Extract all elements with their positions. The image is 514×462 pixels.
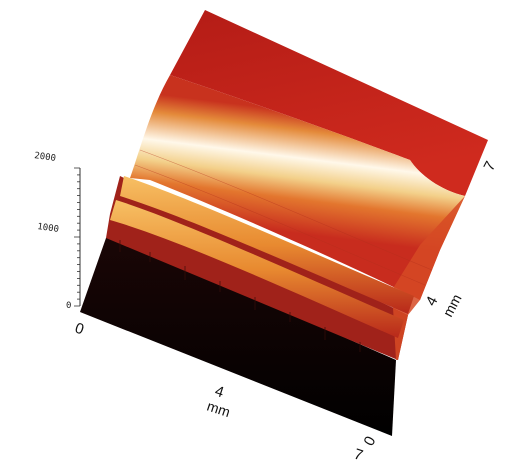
z-axis: 2000 1000 0 xyxy=(34,151,81,311)
z-tick-label-1000: 1000 xyxy=(37,222,60,235)
z-tick-label-2000: 2000 xyxy=(34,151,57,164)
x-axis-label: mm xyxy=(205,398,232,420)
y-tick-label-4: 4 xyxy=(423,294,442,309)
y-tick-label-0: 0 xyxy=(361,434,380,449)
z-tick-label-0: 0 xyxy=(66,301,71,311)
x-axis: 0 4 mm 7 xyxy=(73,320,365,462)
surface-floor xyxy=(80,238,396,436)
surface-ramp xyxy=(130,75,465,300)
surface-plateau xyxy=(170,10,488,196)
x-tick-label-0: 0 xyxy=(73,320,86,339)
y-axis-label: mm xyxy=(440,291,465,319)
floor-spikes xyxy=(119,240,361,352)
surface-side-wall xyxy=(392,196,465,360)
y-tick-label-7: 7 xyxy=(481,159,500,174)
surface-ridge-lower xyxy=(110,200,404,338)
surface-ridge-upper xyxy=(120,176,414,314)
x-tick-label-7: 7 xyxy=(352,446,365,462)
surface-texture xyxy=(134,149,433,286)
